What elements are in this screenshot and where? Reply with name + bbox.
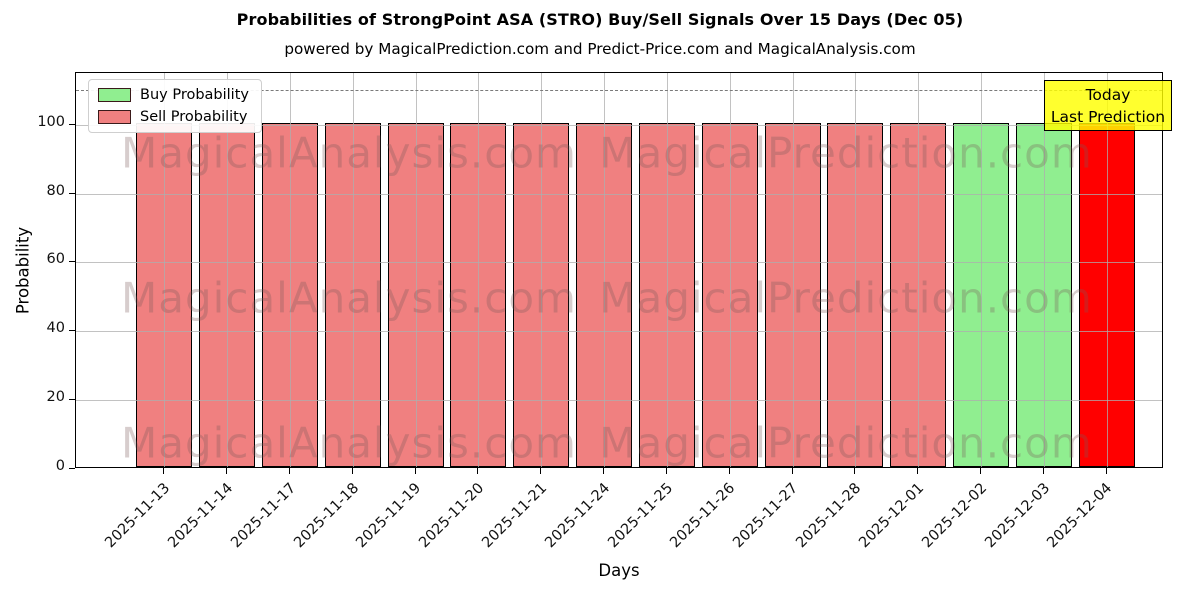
x-gridline bbox=[604, 73, 606, 467]
x-gridline bbox=[1043, 73, 1045, 467]
legend-label: Buy Probability bbox=[140, 87, 249, 103]
x-gridline bbox=[164, 73, 166, 467]
x-tick-mark bbox=[163, 468, 165, 474]
x-tick-label: 2025-11-21 bbox=[479, 480, 551, 552]
y-tick-mark bbox=[69, 399, 75, 401]
x-tick-mark bbox=[477, 468, 479, 474]
x-gridline bbox=[1106, 73, 1108, 467]
x-gridline bbox=[855, 73, 857, 467]
annotation-line-last-prediction: Last Prediction bbox=[1050, 108, 1166, 126]
x-gridline bbox=[227, 73, 229, 467]
x-tick-mark bbox=[979, 468, 981, 474]
y-tick-label: 40 bbox=[46, 320, 65, 337]
dashed-threshold-line bbox=[76, 90, 1162, 92]
x-tick-mark bbox=[540, 468, 542, 474]
x-gridline bbox=[352, 73, 354, 467]
x-tick-mark bbox=[854, 468, 856, 474]
y-gridline bbox=[76, 193, 1162, 195]
x-tick-label: 2025-11-19 bbox=[353, 480, 425, 552]
x-tick-label: 2025-11-17 bbox=[228, 480, 299, 552]
x-tick-mark bbox=[603, 468, 605, 474]
chart-title: Probabilities of StrongPoint ASA (STRO) … bbox=[236, 10, 964, 29]
x-gridline bbox=[290, 73, 292, 467]
x-tick-label: 2025-12-02 bbox=[918, 480, 990, 552]
x-tick-label: 2025-11-27 bbox=[730, 480, 802, 552]
x-tick-mark bbox=[917, 468, 919, 474]
y-tick-label: 100 bbox=[37, 113, 65, 130]
x-tick-label: 2025-11-28 bbox=[793, 480, 865, 552]
x-gridline bbox=[792, 73, 794, 467]
legend-entry: Buy Probability bbox=[98, 87, 249, 103]
annotation-line-today: Today bbox=[1085, 86, 1131, 104]
x-tick-mark bbox=[665, 468, 667, 474]
x-gridline bbox=[541, 73, 543, 467]
y-gridline bbox=[76, 262, 1162, 264]
legend-entry: Sell Probability bbox=[98, 109, 249, 125]
y-tick-mark bbox=[69, 330, 75, 332]
y-tick-label: 60 bbox=[46, 251, 65, 268]
x-tick-mark bbox=[289, 468, 291, 474]
x-gridline bbox=[415, 73, 417, 467]
legend-swatch bbox=[98, 110, 131, 124]
x-tick-label: 2025-11-24 bbox=[542, 480, 613, 552]
x-tick-mark bbox=[226, 468, 228, 474]
y-gridline bbox=[76, 400, 1162, 402]
x-tick-label: 2025-11-13 bbox=[102, 480, 174, 552]
y-tick-mark bbox=[69, 192, 75, 194]
legend-box: Buy Probability Sell Probability bbox=[88, 79, 262, 133]
x-tick-label: 2025-11-25 bbox=[604, 480, 676, 552]
x-gridline bbox=[729, 73, 731, 467]
chart-subtitle: powered by MagicalPrediction.com and Pre… bbox=[284, 40, 916, 58]
x-gridline bbox=[980, 73, 982, 467]
x-tick-label: 2025-11-26 bbox=[667, 480, 739, 552]
x-gridline bbox=[918, 73, 920, 467]
x-gridline bbox=[666, 73, 668, 467]
x-tick-label: 2025-11-20 bbox=[416, 480, 488, 552]
y-gridline bbox=[76, 331, 1162, 333]
watermark-magicalprediction: MagicalPrediction.com bbox=[599, 128, 1093, 178]
y-gridline bbox=[76, 124, 1162, 126]
x-tick-label: 2025-11-14 bbox=[165, 480, 237, 552]
x-tick-mark bbox=[728, 468, 730, 474]
x-tick-mark bbox=[1105, 468, 1107, 474]
x-tick-label: 2025-12-03 bbox=[981, 480, 1053, 552]
x-tick-mark bbox=[1042, 468, 1044, 474]
plot-area: MagicalAnalysis.com MagicalPrediction.com… bbox=[75, 72, 1172, 468]
x-tick-mark bbox=[791, 468, 793, 474]
x-axis-title: Days bbox=[598, 561, 640, 580]
watermark-magicalanalysis: MagicalAnalysis.com bbox=[121, 128, 577, 178]
y-tick-label: 80 bbox=[46, 182, 65, 199]
x-tick-label: 2025-12-01 bbox=[856, 480, 928, 552]
legend-swatch bbox=[98, 88, 131, 102]
y-axis-title: Probability bbox=[13, 226, 33, 315]
x-tick-label: 2025-12-04 bbox=[1044, 480, 1116, 552]
y-tick-label: 20 bbox=[46, 389, 65, 406]
y-tick-mark bbox=[69, 123, 75, 125]
watermark-magicalanalysis: MagicalAnalysis.com bbox=[121, 273, 577, 323]
y-tick-mark bbox=[69, 468, 75, 469]
watermark-magicalprediction: MagicalPrediction.com bbox=[599, 418, 1093, 468]
today-annotation-box: Today Last Prediction bbox=[1044, 80, 1172, 131]
legend-label: Sell Probability bbox=[140, 109, 248, 125]
x-tick-mark bbox=[414, 468, 416, 474]
y-tick-label: 0 bbox=[55, 458, 65, 474]
x-gridline bbox=[478, 73, 480, 467]
x-tick-mark bbox=[351, 468, 353, 474]
x-tick-label: 2025-11-18 bbox=[290, 480, 362, 552]
watermark-magicalanalysis: MagicalAnalysis.com bbox=[121, 418, 577, 468]
watermark-magicalprediction: MagicalPrediction.com bbox=[599, 273, 1093, 323]
y-tick-mark bbox=[69, 261, 75, 263]
